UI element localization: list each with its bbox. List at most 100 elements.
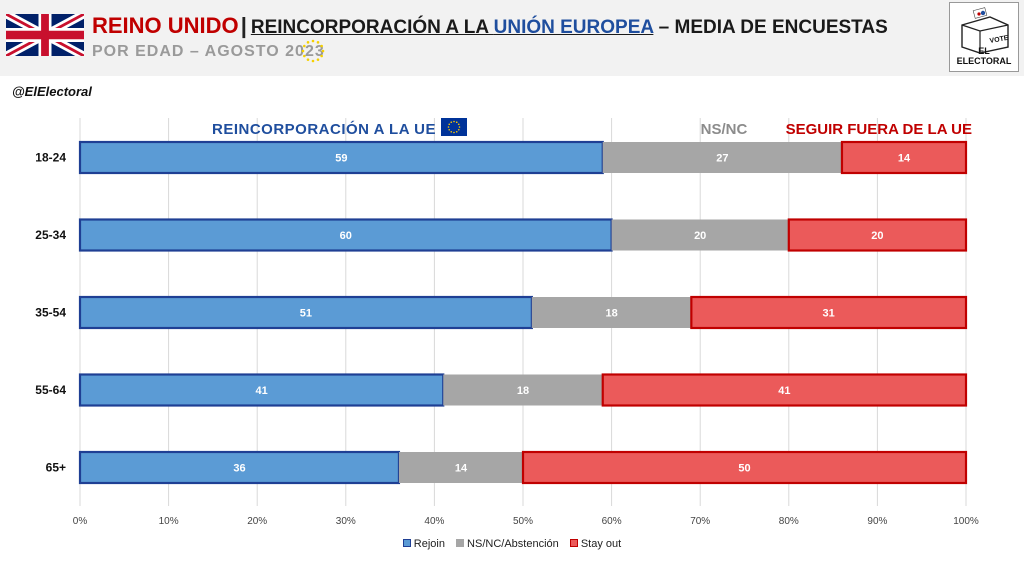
y-category-label: 18-24	[35, 151, 66, 165]
annotation-nsnc: NS/NC	[701, 121, 748, 138]
legend-swatch-nsnc	[456, 539, 465, 547]
eu-star	[303, 44, 306, 48]
title-country: REINO UNIDO	[92, 13, 239, 38]
bar-stay-out	[690, 295, 968, 330]
title-accent: UNIÓN EUROPEA	[493, 17, 654, 38]
bar-value-label: 41	[256, 385, 268, 397]
title-main: REINCORPORACIÓN A LA UNIÓN EUROPEA	[251, 17, 654, 38]
bar-stay-out	[521, 450, 968, 485]
header-bar: REINO UNIDO| REINCORPORACIÓN A LA UNIÓN E…	[0, 0, 1024, 76]
bar-value-label: 51	[300, 308, 312, 320]
eu-stars-icon	[301, 39, 325, 63]
bar-value-label: 20	[694, 230, 706, 242]
legend-label-nsnc: NS/NC/Abstención	[467, 538, 559, 550]
x-tick-label: 30%	[336, 516, 356, 527]
legend-swatch-stay-out	[569, 539, 578, 547]
bar-value-label: 31	[823, 308, 835, 320]
title-main-text: REINCORPORACIÓN A LA	[250, 17, 494, 38]
y-axis-labels: 18-24 25-34 35-54 55-64 65+	[35, 151, 66, 475]
annotations: REINCORPORACIÓN A LA UE NS/NC SEGUIR FUERA…	[212, 118, 972, 138]
x-tick-label: 0%	[73, 516, 88, 527]
bar-rejoin	[78, 295, 533, 330]
bar-value-label: 14	[898, 153, 911, 165]
bar-value-label: 41	[778, 385, 790, 397]
eu-flag-star	[457, 123, 460, 126]
eu-star	[320, 44, 323, 48]
page-subtitle: POR EDAD – AGOSTO 2023	[92, 43, 325, 60]
eu-flag-star	[450, 121, 453, 124]
eu-flag-star	[453, 120, 455, 123]
bar-value-label: 20	[871, 230, 883, 242]
bar-value-label: 59	[335, 153, 347, 165]
x-tick-label: 40%	[424, 516, 444, 527]
bar-nsnc	[398, 452, 523, 483]
title-separator: |	[240, 13, 247, 38]
eu-star	[311, 59, 315, 63]
legend-item-stay-out: Stay out	[569, 538, 622, 550]
eu-flag-star	[457, 128, 460, 131]
bar-nsnc	[531, 297, 692, 328]
bar-value-label: 18	[517, 385, 529, 397]
bar-nsnc	[443, 374, 603, 406]
legend-item-nsnc: NS/NC/Abstención	[456, 538, 559, 550]
x-tick-label: 70%	[690, 516, 710, 527]
bar-value-label: 14	[455, 463, 468, 475]
bar-value-label: 50	[738, 463, 750, 475]
eu-flag-star	[455, 130, 458, 133]
y-category-label: 55-64	[35, 383, 66, 397]
legend-label-rejoin: Rejoin	[413, 538, 445, 550]
bar-rejoin	[78, 218, 613, 252]
eu-star	[321, 49, 325, 53]
eu-flag-star	[450, 130, 453, 133]
y-category-label: 25-34	[35, 228, 66, 242]
bar-value-label: 18	[605, 308, 617, 320]
uk-flag-icon	[6, 14, 84, 56]
title-rest: – MEDIA DE ENCUESTAS	[653, 17, 888, 38]
bar-value-label: 36	[233, 463, 245, 475]
legend-label-stay-out: Stay out	[580, 538, 622, 550]
y-category-label: 35-54	[35, 306, 66, 320]
legend-swatch-rejoin	[402, 539, 411, 547]
eu-star	[306, 41, 310, 44]
bar-nsnc	[611, 219, 789, 251]
eu-flag-star	[448, 128, 451, 131]
bar-stay-out	[787, 218, 968, 252]
el-electoral-logo: VOTE EL ELECTORAL	[949, 2, 1019, 72]
eu-flag-star	[447, 126, 450, 128]
annotation-rejoin: REINCORPORACIÓN A LA UE	[212, 120, 436, 138]
eu-star	[301, 49, 305, 53]
eu-star	[320, 54, 323, 58]
eu-flag-star	[455, 121, 458, 124]
legend-item-rejoin: Rejoin	[402, 538, 445, 550]
eu-flag-star	[448, 123, 451, 126]
logo-label: EL ELECTORAL	[956, 46, 1012, 66]
x-tick-label: 50%	[513, 516, 533, 527]
bar-nsnc	[602, 142, 842, 173]
bar-value-label: 27	[716, 153, 728, 165]
eu-star	[303, 54, 306, 58]
bar-rejoin	[78, 140, 604, 175]
bar-value-label: 60	[340, 230, 352, 242]
eu-star	[316, 58, 320, 61]
x-axis-labels: 0% 10% 20% 30% 40% 50% 60% 70% 80% 90% 100%	[73, 516, 979, 527]
bar-stay-out	[601, 373, 968, 407]
y-category-label: 65+	[46, 461, 66, 475]
ballot-box-icon: VOTE	[961, 7, 1009, 54]
x-tick-label: 80%	[779, 516, 799, 527]
eu-flag-star	[453, 131, 455, 134]
eu-flag-icon	[441, 118, 467, 136]
eu-star	[306, 58, 310, 61]
x-tick-label: 20%	[247, 516, 267, 527]
x-tick-label: 60%	[602, 516, 622, 527]
x-tick-label: 100%	[953, 516, 979, 527]
chart-legend: Rejoin NS/NC/Abstención Stay out	[0, 538, 1024, 550]
bar-stay-out	[840, 140, 968, 175]
eu-star	[311, 39, 315, 43]
annotation-stay-out: SEGUIR FUERA DE LA UE	[786, 121, 972, 138]
ballot-vote-text: VOTE	[989, 35, 1009, 45]
bars-group: 59 27 14 60 20 20 51 18 31 41 18 41 36 14 50	[78, 140, 968, 485]
bar-rejoin	[78, 373, 445, 407]
twitter-handle: @ElElectoral	[12, 84, 92, 99]
page-title: REINO UNIDO| REINCORPORACIÓN A LA UNIÓN E…	[92, 13, 888, 39]
